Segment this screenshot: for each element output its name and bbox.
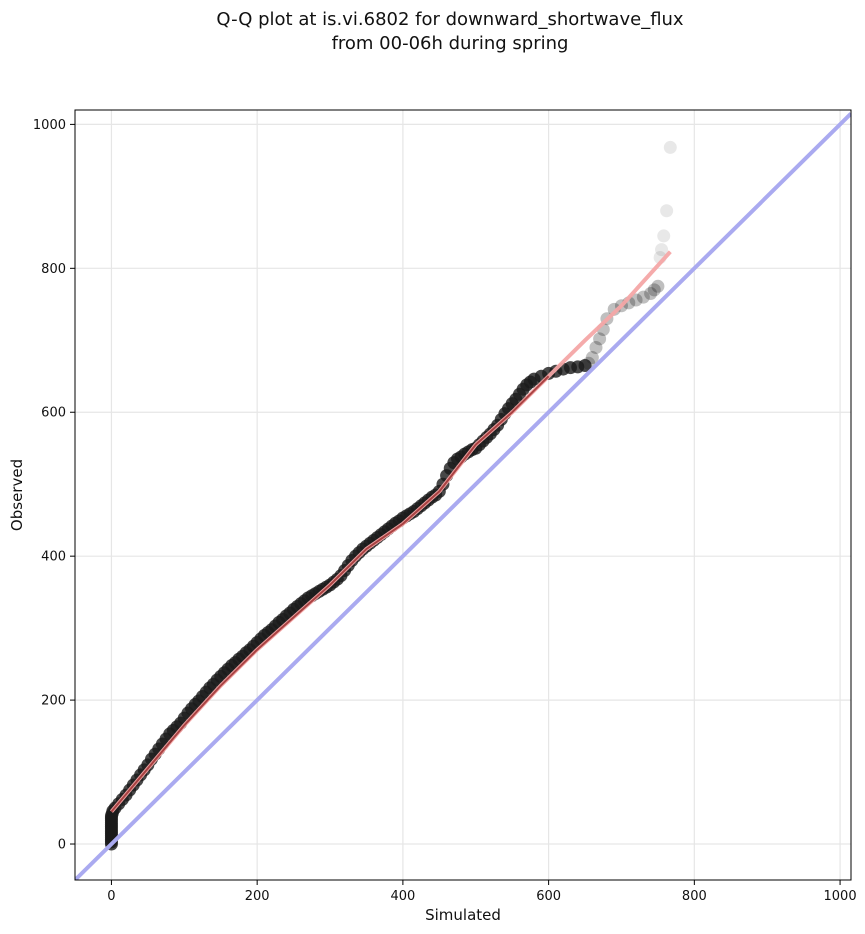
plot-area <box>75 112 851 880</box>
plot-frame <box>74 109 852 881</box>
x-tick-label: 1000 <box>824 889 857 904</box>
x-tick-label: 400 <box>390 889 415 904</box>
x-tick-label: 600 <box>536 889 561 904</box>
reference-lines <box>75 112 851 880</box>
y-axis: 0 200 400 600 800 1000 <box>33 118 75 853</box>
quantile-point <box>589 340 603 354</box>
x-tick-label: 200 <box>245 889 270 904</box>
quantile-point <box>660 204 674 218</box>
y-tick-label: 600 <box>41 406 66 421</box>
grid <box>75 110 851 880</box>
quantile-point <box>607 302 621 316</box>
chart-subtitle: from 00-06h during spring <box>332 33 569 54</box>
x-axis-label: Simulated <box>425 906 501 924</box>
y-axis-label: Observed <box>8 459 26 531</box>
quantile-point <box>629 293 643 307</box>
quantile-points <box>104 140 677 851</box>
quantile-point <box>657 229 671 243</box>
quantile-point <box>651 279 665 293</box>
x-tick-label: 0 <box>107 889 115 904</box>
quantile-point <box>578 358 592 372</box>
one-to-one-line <box>75 112 851 880</box>
fit-line-dense <box>110 375 550 813</box>
quantile-point <box>644 287 658 301</box>
chart-title: Q-Q plot at is.vi.6802 for downward_shor… <box>216 9 684 30</box>
quantile-point <box>636 290 650 304</box>
y-tick-label: 800 <box>41 262 66 277</box>
quantile-point <box>582 356 596 370</box>
quantile-point <box>647 283 661 297</box>
quantile-point <box>655 243 669 257</box>
y-tick-label: 400 <box>41 550 66 565</box>
quantile-point <box>585 351 599 365</box>
y-tick-label: 1000 <box>33 118 66 133</box>
quantile-point <box>593 332 607 346</box>
quantile-point <box>663 140 677 154</box>
x-axis: 0 200 400 600 800 1000 <box>107 880 857 904</box>
y-tick-label: 0 <box>58 838 66 853</box>
x-tick-label: 800 <box>682 889 707 904</box>
y-tick-label: 200 <box>41 694 66 709</box>
